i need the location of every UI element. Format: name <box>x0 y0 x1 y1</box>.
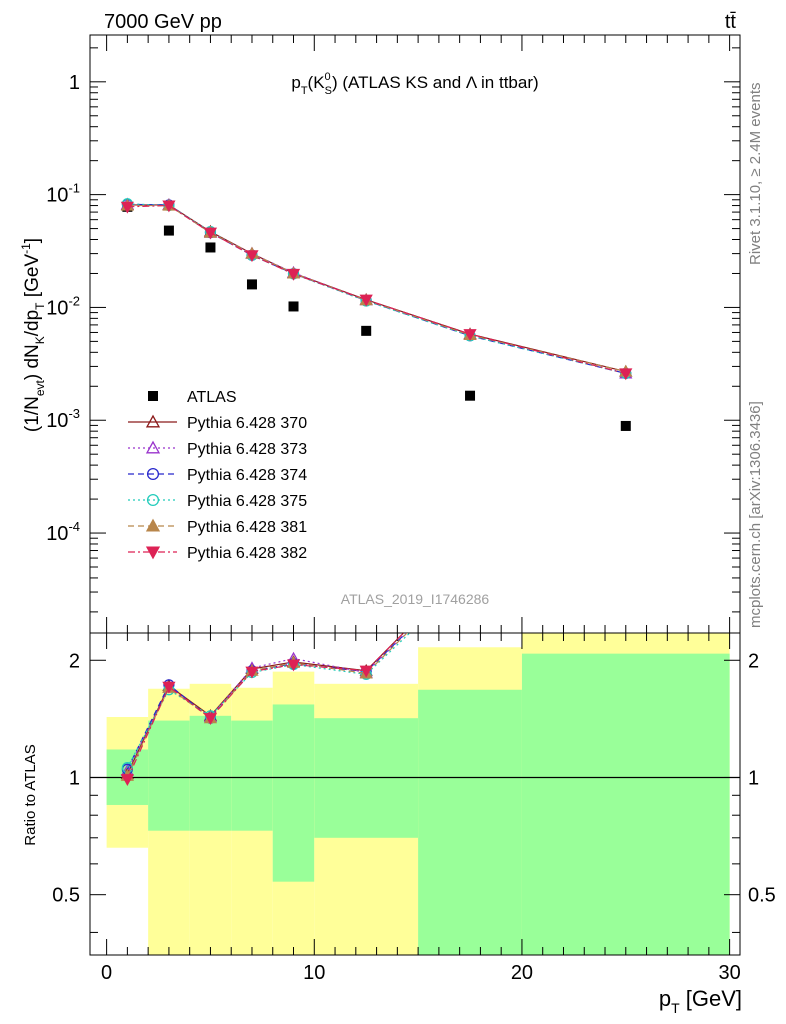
ratio-ytick-label: 2 <box>69 650 80 672</box>
legend-label: ATLAS <box>187 389 237 406</box>
series-line <box>127 204 626 375</box>
series-line <box>127 204 626 373</box>
series-line <box>127 203 626 375</box>
legend-marker <box>146 467 160 481</box>
series-4 <box>121 198 632 380</box>
data-point <box>162 200 176 213</box>
main-ytick-label: 10-3 <box>46 406 80 432</box>
main-ytick-label: 10-2 <box>46 293 80 319</box>
ratio-point <box>286 659 301 672</box>
data-point <box>163 225 174 236</box>
legend-label: Pythia 6.428 375 <box>187 493 307 510</box>
series-line <box>127 204 626 373</box>
legend-label: Pythia 6.428 381 <box>187 519 307 536</box>
main-panel: 10-4 10-3 10-2 10-1 1 ATLAS_2019_I1746286 pT… <box>19 34 741 634</box>
legend-label: Pythia 6.428 370 <box>187 415 307 432</box>
main-frame <box>89 34 741 634</box>
legend-item: ATLAS <box>148 389 237 406</box>
header-left: 7000 GeV pp <box>104 11 222 33</box>
legend-marker <box>145 546 161 560</box>
legend-marker <box>148 391 158 401</box>
main-ytick-label: 1 <box>69 72 80 94</box>
data-point <box>288 301 299 312</box>
ratio-line <box>126 633 411 768</box>
data-point <box>619 368 633 381</box>
analysis-label: ATLAS_2019_I1746286 <box>341 591 490 607</box>
ratio-panel: 0.5 0.51 12 20 10 20 30 Ratio to ATLAS pT [GeV… <box>22 632 776 1016</box>
ratio-line <box>126 633 405 780</box>
ratio-xtick-label: 30 <box>718 962 740 984</box>
ratio-ytick-label: 1 <box>69 767 80 789</box>
ratio-point <box>245 666 259 679</box>
data-point <box>286 268 301 281</box>
ratio-ytick-label: 0.5 <box>52 885 80 907</box>
ratio-frame <box>89 632 741 956</box>
x-axis-label: pT [GeV] <box>659 986 742 1016</box>
legend: ATLAS Pythia 6.428 370 Pythia 6.428 373 Pyt… <box>128 389 307 562</box>
legend-label: Pythia 6.428 382 <box>187 545 307 562</box>
legend-marker <box>146 493 160 507</box>
series-line <box>127 203 626 375</box>
data-point <box>246 279 257 290</box>
legend-marker <box>145 518 161 532</box>
series-2 <box>120 197 633 379</box>
legend-marker <box>145 440 161 454</box>
legend-item: Pythia 6.428 382 <box>128 545 307 562</box>
legend-item: Pythia 6.428 373 <box>128 440 307 458</box>
data-point <box>359 294 373 307</box>
series-1 <box>120 198 633 377</box>
ratio-xtick-label: 0 <box>101 962 112 984</box>
ratio-ytick-label-right: 2 <box>748 650 759 672</box>
main-ylabel: (1/Nevt) dNK/dpT [GeV-1] <box>19 238 47 432</box>
data-point <box>203 227 218 240</box>
stat-band <box>189 715 232 831</box>
stat-band <box>272 704 315 882</box>
series-6 <box>120 200 633 381</box>
series-line <box>127 203 626 375</box>
legend-item: Pythia 6.428 374 <box>128 467 307 484</box>
ratio-line <box>126 633 408 777</box>
data-point <box>245 250 259 263</box>
legend-label: Pythia 6.428 373 <box>187 441 307 458</box>
data-point <box>620 420 631 431</box>
stat-band <box>148 720 190 831</box>
data-point <box>361 325 372 336</box>
main-ytick-label: 10-4 <box>46 519 80 545</box>
ratio-point <box>203 713 218 726</box>
rivet-label: Rivet 3.1.10, ≥ 2.4M events <box>747 83 764 266</box>
ratio-ylabel: Ratio to ATLAS <box>22 744 39 845</box>
ratio-ytick-label-right: 0.5 <box>748 885 776 907</box>
legend-item: Pythia 6.428 375 <box>128 493 307 510</box>
legend-marker <box>145 414 161 428</box>
ratio-xtick-label: 10 <box>303 962 325 984</box>
ratio-point <box>359 665 373 678</box>
series-3 <box>121 198 632 380</box>
stat-band <box>231 720 273 831</box>
ratio-series-5 <box>120 633 405 787</box>
data-point <box>120 201 134 214</box>
data-point <box>465 390 476 401</box>
mcplots-label: mcplots.cern.ch [arXiv:1306.3436] <box>747 401 764 628</box>
ratio-ytick-label-right: 1 <box>748 767 759 789</box>
main-title: pT(K0 S) (ATLAS KS and Λ in ttbar) <box>291 71 538 97</box>
data-point <box>463 329 477 341</box>
stat-band <box>418 689 522 955</box>
ratio-xtick-label: 20 <box>511 962 533 984</box>
main-ytick-label: 10-1 <box>46 181 80 207</box>
ratio-point <box>162 681 176 694</box>
legend-label: Pythia 6.428 374 <box>187 467 307 484</box>
stat-band <box>521 653 730 955</box>
ratio-point <box>120 774 134 787</box>
legend-item: Pythia 6.428 381 <box>128 518 307 536</box>
legend-item: Pythia 6.428 370 <box>128 414 307 432</box>
data-point <box>205 242 216 253</box>
header-right: tt̄ <box>725 11 737 33</box>
series-5 <box>120 198 633 377</box>
